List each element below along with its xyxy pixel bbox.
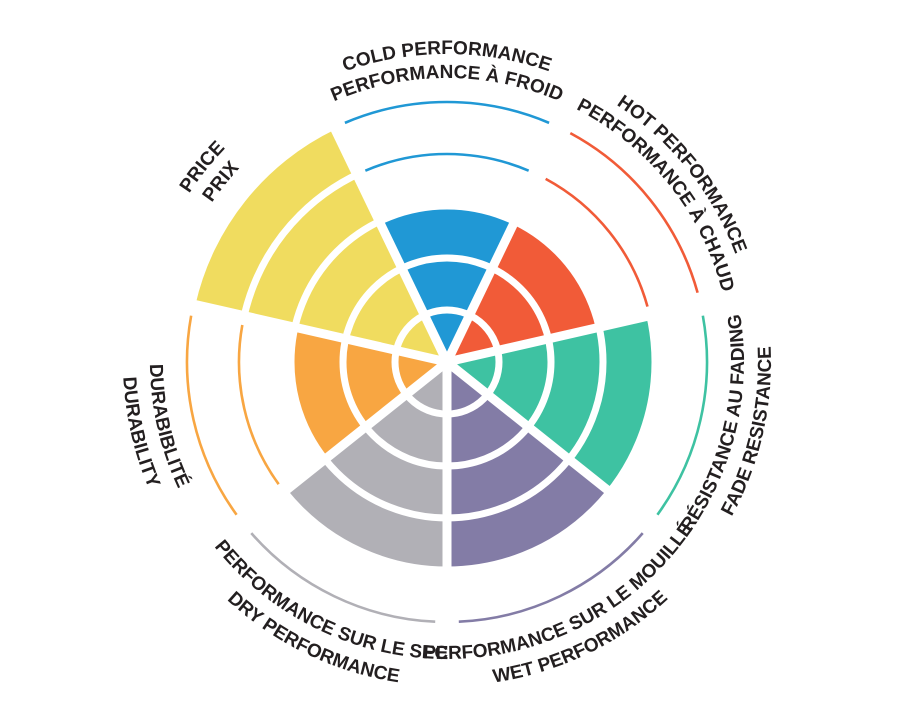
- sector-divider: [184, 297, 449, 367]
- sector-divider: [234, 358, 450, 533]
- sector-divider: [326, 118, 452, 364]
- level-arc-hot-4: [545, 177, 649, 307]
- unfilled-level-arcs: [185, 100, 709, 624]
- sector-divider: [444, 358, 660, 533]
- level-arc-dry-5: [250, 532, 436, 624]
- sector-wedge-durability: [292, 327, 447, 459]
- sector-wedge-cold: [380, 207, 514, 362]
- level-arc-hot-5: [569, 131, 699, 294]
- label-hot-line1: HOT PERFORMANCE: [613, 91, 750, 256]
- sector-divider: [442, 118, 568, 364]
- level-arc-durability-4: [237, 324, 280, 485]
- level-arc-durability-5: [185, 315, 238, 516]
- sector-wedge-price: [195, 129, 447, 362]
- level-arc-fade-5: [656, 315, 709, 516]
- level-arc-cold-4: [364, 152, 530, 172]
- level-arc-cold-5: [344, 100, 550, 125]
- sector-wedge-dry: [285, 362, 447, 568]
- level-arc-wet-5: [458, 532, 644, 624]
- sector-wedge-wet: [447, 362, 609, 568]
- sector-divider: [445, 297, 710, 367]
